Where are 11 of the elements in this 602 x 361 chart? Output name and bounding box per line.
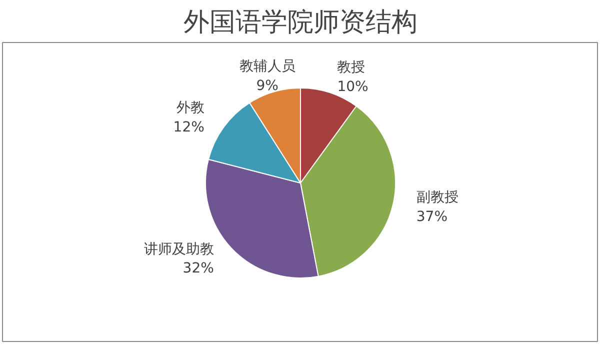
slice-label: 教辅人员 (239, 58, 296, 75)
data-label: 12% (173, 119, 204, 136)
data-label: 9% (256, 78, 278, 94)
slice-label: 外教 (176, 100, 204, 116)
data-label: 37% (416, 208, 448, 225)
slice-label: 教授 (337, 60, 366, 76)
data-label: 32% (182, 260, 214, 277)
chart-title: 外国语学院师资结构 (184, 8, 418, 38)
slice-label: 副教授 (416, 190, 458, 206)
data-label: 10% (337, 78, 368, 95)
slice-label: 讲师及助教 (144, 241, 214, 258)
